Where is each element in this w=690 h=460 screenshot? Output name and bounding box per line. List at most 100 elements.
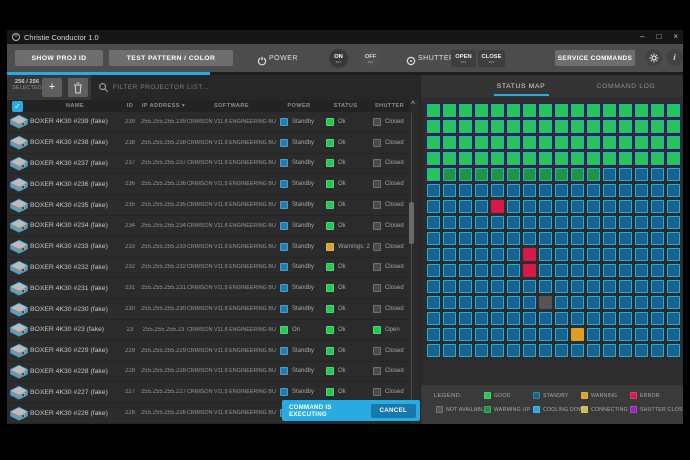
status-map-cell[interactable] xyxy=(475,264,488,277)
status-map-cell[interactable] xyxy=(523,264,536,277)
status-map-cell[interactable] xyxy=(619,312,632,325)
status-map-cell[interactable] xyxy=(651,280,664,293)
status-map-cell[interactable] xyxy=(587,216,600,229)
status-map-cell[interactable] xyxy=(475,184,488,197)
status-map-cell[interactable] xyxy=(427,280,440,293)
status-map-cell[interactable] xyxy=(443,120,456,133)
status-map-cell[interactable] xyxy=(491,312,504,325)
status-map-cell[interactable] xyxy=(603,104,616,117)
status-map-cell[interactable] xyxy=(507,328,520,341)
status-map-cell[interactable] xyxy=(427,296,440,309)
status-map-cell[interactable] xyxy=(475,152,488,165)
status-map-cell[interactable] xyxy=(571,200,584,213)
status-map-cell[interactable] xyxy=(555,248,568,261)
status-map-cell[interactable] xyxy=(459,280,472,293)
status-map-cell[interactable] xyxy=(539,296,552,309)
status-map-cell[interactable] xyxy=(523,344,536,357)
status-map-cell[interactable] xyxy=(619,264,632,277)
status-map-cell[interactable] xyxy=(555,232,568,245)
status-map-cell[interactable] xyxy=(571,168,584,181)
status-map-cell[interactable] xyxy=(475,200,488,213)
status-map-cell[interactable] xyxy=(539,344,552,357)
status-map-cell[interactable] xyxy=(475,248,488,261)
status-map-cell[interactable] xyxy=(427,184,440,197)
status-map-cell[interactable] xyxy=(491,296,504,309)
status-map-cell[interactable] xyxy=(491,264,504,277)
status-map-cell[interactable] xyxy=(603,184,616,197)
status-map-cell[interactable] xyxy=(539,280,552,293)
projector-row[interactable]: BOXER 4K30 #23 (fake) 23 255.255.255.23 … xyxy=(7,319,410,341)
status-map-cell[interactable] xyxy=(459,328,472,341)
status-map-cell[interactable] xyxy=(459,184,472,197)
column-header-ip[interactable]: IP ADDRESS ▾ xyxy=(141,103,186,109)
status-map-cell[interactable] xyxy=(571,136,584,149)
status-map-cell[interactable] xyxy=(475,232,488,245)
status-map-cell[interactable] xyxy=(651,264,664,277)
status-map-cell[interactable] xyxy=(443,200,456,213)
status-map-cell[interactable] xyxy=(523,120,536,133)
status-map-cell[interactable] xyxy=(539,136,552,149)
status-map-cell[interactable] xyxy=(651,328,664,341)
status-map-cell[interactable] xyxy=(619,232,632,245)
status-map-cell[interactable] xyxy=(539,168,552,181)
status-map-cell[interactable] xyxy=(667,120,680,133)
status-map-cell[interactable] xyxy=(651,168,664,181)
status-map-cell[interactable] xyxy=(539,328,552,341)
status-map-cell[interactable] xyxy=(571,248,584,261)
status-map-cell[interactable] xyxy=(507,280,520,293)
service-commands-button[interactable]: SERVICE COMMANDS xyxy=(555,50,635,66)
status-map-cell[interactable] xyxy=(523,312,536,325)
status-map-cell[interactable] xyxy=(459,120,472,133)
projector-row[interactable]: BOXER 4K30 #238 (fake) 238 255.255.255.2… xyxy=(7,132,410,154)
status-map-cell[interactable] xyxy=(571,104,584,117)
status-map-cell[interactable] xyxy=(459,248,472,261)
status-map-cell[interactable] xyxy=(587,184,600,197)
status-map-cell[interactable] xyxy=(603,232,616,245)
status-map-cell[interactable] xyxy=(603,328,616,341)
column-header-name[interactable]: NAME xyxy=(65,103,85,109)
status-map-cell[interactable] xyxy=(619,216,632,229)
status-map-cell[interactable] xyxy=(443,344,456,357)
status-map-cell[interactable] xyxy=(555,104,568,117)
status-map-cell[interactable] xyxy=(491,104,504,117)
status-map-cell[interactable] xyxy=(619,344,632,357)
status-map-cell[interactable] xyxy=(475,296,488,309)
status-map-cell[interactable] xyxy=(667,104,680,117)
status-map-cell[interactable] xyxy=(587,168,600,181)
tab-status-map[interactable]: STATUS MAP xyxy=(496,82,546,90)
status-map-cell[interactable] xyxy=(427,120,440,133)
status-map-cell[interactable] xyxy=(651,216,664,229)
power-off-button[interactable]: OFF ••• xyxy=(361,49,380,68)
status-map-cell[interactable] xyxy=(635,136,648,149)
status-map-cell[interactable] xyxy=(523,280,536,293)
status-map-cell[interactable] xyxy=(587,200,600,213)
test-pattern-color-button[interactable]: TEST PATTERN / COLOR xyxy=(109,50,233,66)
status-map-cell[interactable] xyxy=(603,152,616,165)
status-map-cell[interactable] xyxy=(587,248,600,261)
status-map-cell[interactable] xyxy=(651,104,664,117)
status-map-cell[interactable] xyxy=(635,104,648,117)
status-map-cell[interactable] xyxy=(475,168,488,181)
status-map-cell[interactable] xyxy=(523,104,536,117)
status-map-cell[interactable] xyxy=(491,184,504,197)
status-map-cell[interactable] xyxy=(459,168,472,181)
status-map-cell[interactable] xyxy=(539,248,552,261)
status-map-cell[interactable] xyxy=(443,152,456,165)
status-map-cell[interactable] xyxy=(475,328,488,341)
column-header-status[interactable]: STATUS xyxy=(333,103,358,109)
status-map-cell[interactable] xyxy=(587,296,600,309)
status-map-cell[interactable] xyxy=(507,120,520,133)
status-map-cell[interactable] xyxy=(427,248,440,261)
status-map-cell[interactable] xyxy=(635,312,648,325)
status-map-cell[interactable] xyxy=(523,200,536,213)
status-map-cell[interactable] xyxy=(523,168,536,181)
status-map-cell[interactable] xyxy=(475,104,488,117)
status-map-cell[interactable] xyxy=(603,168,616,181)
status-map-cell[interactable] xyxy=(459,264,472,277)
status-map-cell[interactable] xyxy=(443,312,456,325)
status-map-cell[interactable] xyxy=(571,312,584,325)
status-map-cell[interactable] xyxy=(667,200,680,213)
projector-row[interactable]: BOXER 4K30 #228 (fake) 228 255.255.255.2… xyxy=(7,361,410,383)
status-map-cell[interactable] xyxy=(443,296,456,309)
status-map-cell[interactable] xyxy=(491,120,504,133)
